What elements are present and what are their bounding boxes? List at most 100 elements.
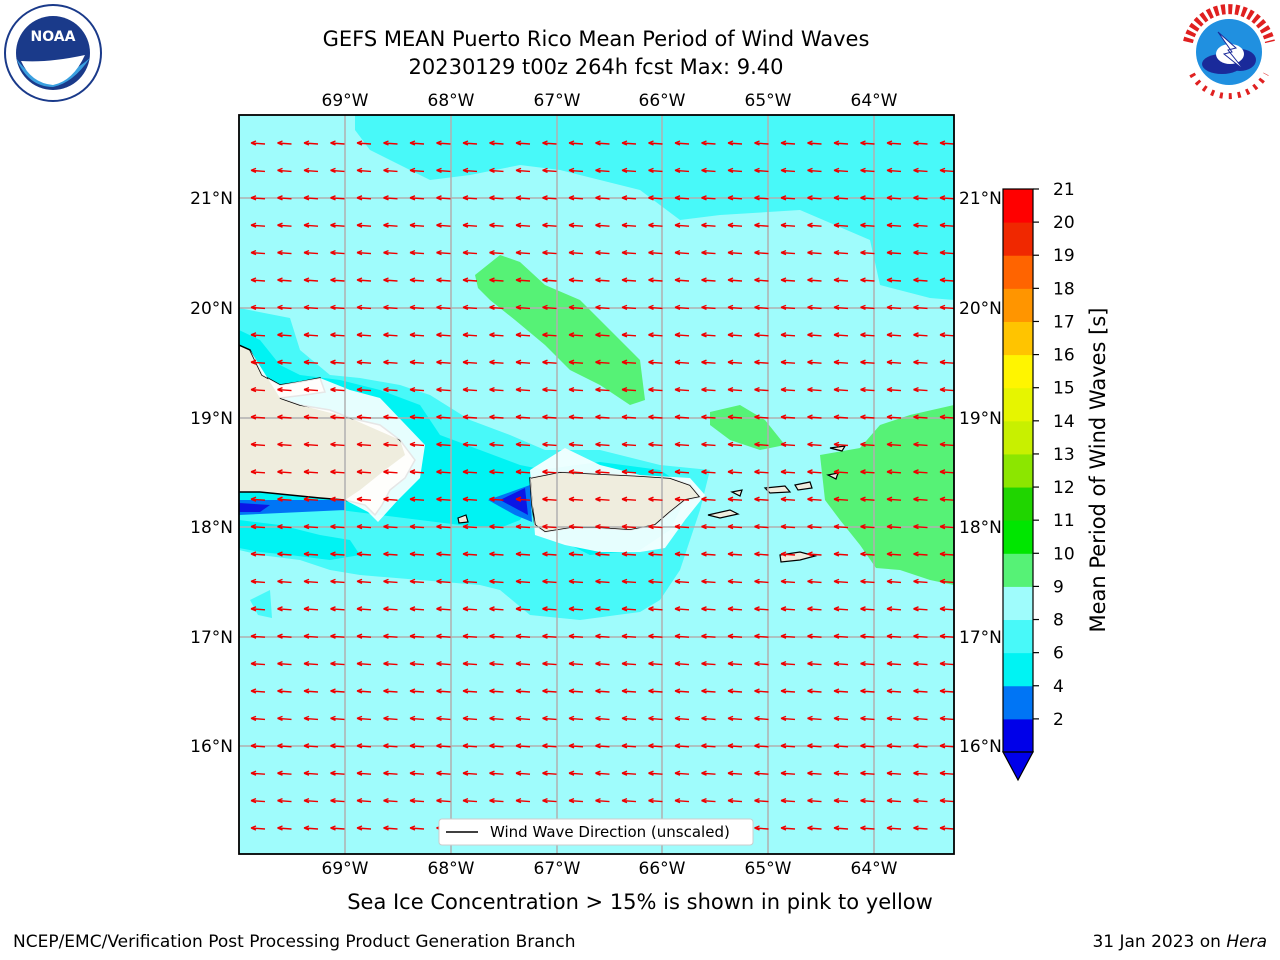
colorbar-swatch bbox=[1003, 718, 1033, 753]
wind-wave-arrow bbox=[250, 414, 266, 420]
wind-wave-arrow bbox=[833, 277, 849, 283]
wind-wave-arrow bbox=[648, 332, 663, 338]
wind-wave-arrow bbox=[409, 606, 425, 612]
wind-wave-arrow bbox=[886, 825, 902, 831]
wind-wave-arrow bbox=[727, 332, 743, 338]
wind-wave-arrow bbox=[277, 167, 292, 174]
wind-wave-arrow bbox=[330, 441, 345, 448]
wind-wave-arrow bbox=[595, 386, 610, 393]
wind-wave-arrow bbox=[303, 332, 319, 338]
wind-wave-arrow bbox=[886, 743, 902, 749]
footer-date-text: 31 Jan 2023 on bbox=[1092, 932, 1227, 952]
wind-wave-arrow bbox=[701, 359, 716, 365]
colorbar-swatch bbox=[1003, 288, 1033, 322]
wind-wave-arrow bbox=[330, 578, 345, 585]
lat-tick-label: 16°N bbox=[190, 737, 233, 757]
wind-wave-arrow bbox=[330, 797, 345, 804]
wind-wave-arrow bbox=[860, 167, 875, 174]
wind-wave-arrow bbox=[462, 167, 478, 174]
wind-wave-arrow bbox=[383, 715, 398, 722]
wind-wave-arrow bbox=[701, 249, 716, 256]
colorbar-swatch bbox=[1003, 453, 1033, 488]
wind-wave-arrow bbox=[330, 222, 345, 228]
wind-wave-arrow bbox=[250, 825, 266, 831]
wind-wave-arrow bbox=[621, 277, 637, 283]
wind-wave-arrow bbox=[409, 195, 425, 201]
lon-tick-label: 69°W bbox=[322, 859, 369, 879]
wind-wave-arrow bbox=[462, 770, 478, 776]
wind-wave-arrow bbox=[489, 715, 504, 722]
wind-wave-arrow bbox=[383, 277, 398, 283]
wind-wave-arrow bbox=[489, 469, 504, 475]
wind-wave-arrow bbox=[727, 386, 743, 393]
wind-wave-arrow bbox=[674, 332, 690, 338]
wind-wave-arrow bbox=[436, 359, 451, 365]
wind-wave-arrow bbox=[595, 359, 610, 365]
wind-wave-arrow bbox=[489, 633, 504, 639]
wind-wave-arrow bbox=[754, 469, 769, 475]
wind-wave-arrow bbox=[727, 195, 743, 201]
wind-wave-arrow bbox=[833, 797, 849, 804]
wind-wave-arrow bbox=[621, 660, 637, 667]
wind-wave-arrow bbox=[860, 770, 875, 776]
wind-wave-arrow bbox=[674, 688, 690, 694]
wind-wave-arrow bbox=[860, 359, 875, 365]
wind-wave-arrow bbox=[860, 195, 875, 201]
wind-wave-arrow bbox=[383, 551, 398, 557]
wind-wave-arrow bbox=[754, 688, 769, 694]
wind-wave-arrow bbox=[780, 469, 796, 475]
wind-wave-arrow bbox=[277, 825, 292, 831]
lat-tick-label: 21°N bbox=[959, 189, 1002, 209]
wind-wave-arrow bbox=[648, 743, 663, 749]
wind-wave-arrow bbox=[250, 578, 266, 585]
wind-wave-arrow bbox=[780, 660, 796, 667]
wind-wave-arrow bbox=[542, 469, 557, 475]
wind-wave-arrow bbox=[250, 222, 266, 228]
wind-wave-arrow bbox=[409, 249, 425, 256]
wind-wave-arrow bbox=[833, 386, 849, 393]
wind-wave-arrow bbox=[489, 441, 504, 448]
wind-wave-arrow bbox=[595, 660, 610, 667]
wind-wave-arrow bbox=[939, 441, 954, 448]
wind-wave-arrow bbox=[754, 332, 769, 338]
lon-tick-label: 67°W bbox=[534, 859, 581, 879]
wind-wave-arrow bbox=[277, 195, 292, 201]
wind-wave-arrow bbox=[913, 496, 928, 502]
wind-wave-arrow bbox=[674, 606, 690, 612]
wind-wave-arrow bbox=[383, 770, 398, 776]
wind-wave-arrow bbox=[356, 222, 372, 228]
wind-wave-arrow bbox=[727, 551, 743, 557]
wind-wave-arrow bbox=[383, 496, 398, 502]
wind-wave-arrow bbox=[303, 743, 319, 749]
wind-wave-arrow bbox=[886, 222, 902, 228]
wind-wave-arrow bbox=[886, 797, 902, 804]
wind-wave-arrow bbox=[277, 578, 292, 585]
wind-wave-arrow bbox=[727, 441, 743, 448]
wind-wave-arrow bbox=[356, 304, 372, 311]
wind-wave-arrow bbox=[886, 441, 902, 448]
wind-wave-arrow bbox=[356, 386, 372, 393]
wind-wave-arrow bbox=[409, 304, 425, 311]
svg-text:NOAA: NOAA bbox=[31, 29, 76, 45]
colorbar-tick-label: 6 bbox=[1053, 644, 1064, 664]
wind-wave-arrow bbox=[356, 414, 372, 420]
wind-wave-arrow bbox=[754, 222, 769, 228]
wind-wave-arrow bbox=[303, 633, 319, 639]
wind-wave-arrow bbox=[250, 688, 266, 694]
wind-wave-arrow bbox=[277, 496, 292, 502]
wind-wave-arrow bbox=[674, 386, 690, 393]
wind-wave-arrow bbox=[436, 304, 451, 311]
wind-wave-arrow bbox=[356, 688, 372, 694]
wind-wave-arrow bbox=[436, 222, 451, 228]
wind-wave-arrow bbox=[727, 743, 743, 749]
wind-wave-arrow bbox=[860, 332, 875, 338]
wind-wave-arrow bbox=[807, 332, 822, 338]
wind-wave-arrow bbox=[913, 441, 928, 448]
wind-wave-arrow bbox=[462, 332, 478, 338]
wind-wave-arrow bbox=[886, 414, 902, 420]
wind-wave-arrow bbox=[330, 140, 345, 146]
wind-wave-arrow bbox=[356, 551, 372, 557]
wind-wave-arrow bbox=[409, 277, 425, 283]
wind-wave-arrow bbox=[939, 743, 954, 749]
wind-wave-arrow bbox=[674, 770, 690, 776]
